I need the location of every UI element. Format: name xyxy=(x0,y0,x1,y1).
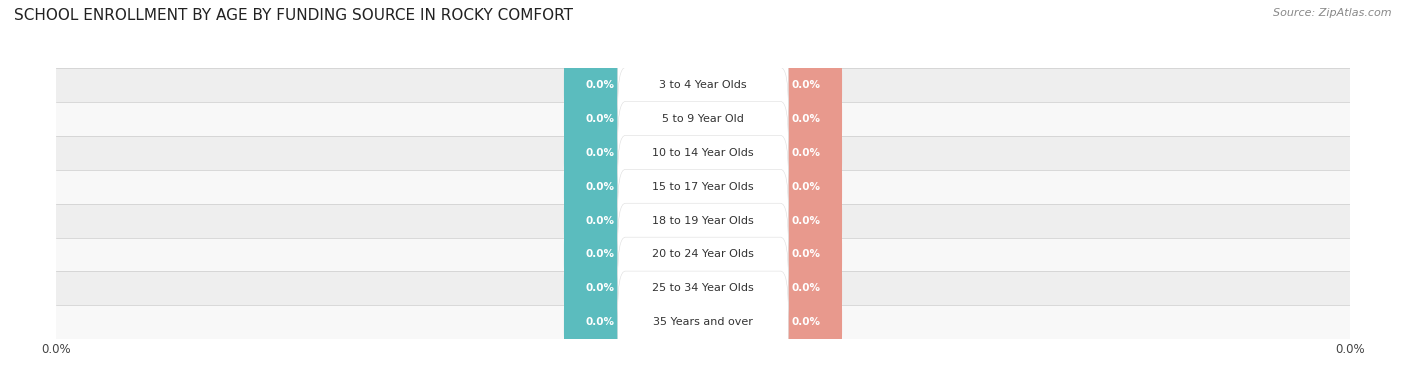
Text: 0.0%: 0.0% xyxy=(585,317,614,327)
FancyBboxPatch shape xyxy=(770,23,842,146)
Text: 3 to 4 Year Olds: 3 to 4 Year Olds xyxy=(659,80,747,90)
FancyBboxPatch shape xyxy=(564,91,636,214)
FancyBboxPatch shape xyxy=(564,125,636,248)
FancyBboxPatch shape xyxy=(617,203,789,306)
FancyBboxPatch shape xyxy=(770,227,842,350)
Text: 15 to 17 Year Olds: 15 to 17 Year Olds xyxy=(652,182,754,192)
Bar xyxy=(56,204,1350,238)
FancyBboxPatch shape xyxy=(770,193,842,316)
FancyBboxPatch shape xyxy=(617,135,789,238)
FancyBboxPatch shape xyxy=(770,91,842,214)
Text: 0.0%: 0.0% xyxy=(792,250,821,259)
FancyBboxPatch shape xyxy=(564,57,636,180)
Text: 0.0%: 0.0% xyxy=(585,114,614,124)
Text: 0.0%: 0.0% xyxy=(792,148,821,158)
FancyBboxPatch shape xyxy=(770,57,842,180)
Bar xyxy=(56,68,1350,102)
FancyBboxPatch shape xyxy=(564,227,636,350)
FancyBboxPatch shape xyxy=(617,237,789,340)
Bar xyxy=(56,305,1350,339)
Text: 0.0%: 0.0% xyxy=(585,216,614,225)
Text: 18 to 19 Year Olds: 18 to 19 Year Olds xyxy=(652,216,754,225)
Bar xyxy=(56,170,1350,204)
FancyBboxPatch shape xyxy=(564,261,636,377)
Text: 0.0%: 0.0% xyxy=(792,284,821,293)
Text: 25 to 34 Year Olds: 25 to 34 Year Olds xyxy=(652,284,754,293)
Text: 0.0%: 0.0% xyxy=(585,284,614,293)
Text: 0.0%: 0.0% xyxy=(585,182,614,192)
FancyBboxPatch shape xyxy=(617,271,789,374)
Text: Source: ZipAtlas.com: Source: ZipAtlas.com xyxy=(1274,8,1392,18)
Text: 0.0%: 0.0% xyxy=(792,182,821,192)
FancyBboxPatch shape xyxy=(617,34,789,136)
FancyBboxPatch shape xyxy=(564,23,636,146)
Text: 0.0%: 0.0% xyxy=(792,80,821,90)
Text: 10 to 14 Year Olds: 10 to 14 Year Olds xyxy=(652,148,754,158)
FancyBboxPatch shape xyxy=(564,193,636,316)
Text: SCHOOL ENROLLMENT BY AGE BY FUNDING SOURCE IN ROCKY COMFORT: SCHOOL ENROLLMENT BY AGE BY FUNDING SOUR… xyxy=(14,8,574,23)
Bar xyxy=(56,102,1350,136)
FancyBboxPatch shape xyxy=(770,261,842,377)
Text: 5 to 9 Year Old: 5 to 9 Year Old xyxy=(662,114,744,124)
Text: 0.0%: 0.0% xyxy=(792,317,821,327)
Text: 0.0%: 0.0% xyxy=(792,114,821,124)
FancyBboxPatch shape xyxy=(617,101,789,204)
FancyBboxPatch shape xyxy=(617,169,789,272)
Bar xyxy=(56,136,1350,170)
Text: 0.0%: 0.0% xyxy=(792,216,821,225)
Text: 35 Years and over: 35 Years and over xyxy=(652,317,754,327)
Text: 20 to 24 Year Olds: 20 to 24 Year Olds xyxy=(652,250,754,259)
Bar xyxy=(56,271,1350,305)
FancyBboxPatch shape xyxy=(617,67,789,170)
FancyBboxPatch shape xyxy=(564,159,636,282)
Text: 0.0%: 0.0% xyxy=(585,80,614,90)
Bar xyxy=(56,238,1350,271)
FancyBboxPatch shape xyxy=(770,159,842,282)
Text: 0.0%: 0.0% xyxy=(585,250,614,259)
FancyBboxPatch shape xyxy=(770,125,842,248)
Text: 0.0%: 0.0% xyxy=(585,148,614,158)
